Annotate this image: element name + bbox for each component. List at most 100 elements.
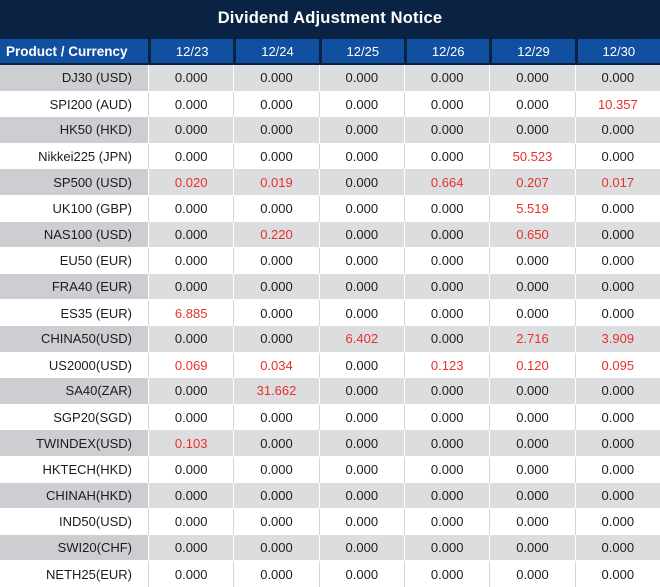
- value-cell: 0.000: [574, 273, 660, 300]
- value-cell: 0.034: [233, 352, 319, 379]
- product-label: HK50 (HKD): [0, 117, 148, 143]
- value-cell: 0.000: [318, 378, 404, 404]
- value-cell: 0.000: [574, 378, 660, 404]
- product-label: CHINA50(USD): [0, 325, 148, 352]
- value-cell: 0.000: [404, 143, 490, 170]
- value-cell: 0.000: [574, 456, 660, 483]
- product-label: SA40(ZAR): [0, 378, 148, 404]
- value-cell: 0.650: [489, 221, 575, 248]
- value-cell: 50.523: [489, 143, 575, 170]
- table-row: SGP20(SGD) 0.000 0.000 0.000 0.000 0.000…: [0, 404, 660, 431]
- table-row: IND50(USD) 0.000 0.000 0.000 0.000 0.000…: [0, 509, 660, 535]
- value-cell: 0.000: [404, 325, 490, 352]
- value-cell: 0.000: [318, 509, 404, 535]
- value-cell: 0.000: [489, 273, 575, 300]
- table-row: CHINA50(USD) 0.000 0.000 6.402 0.000 2.7…: [0, 325, 660, 353]
- value-cell: 0.000: [489, 300, 575, 326]
- value-cell: 0.000: [574, 65, 660, 91]
- value-cell: 0.000: [404, 509, 490, 535]
- table-row: FRA40 (EUR) 0.000 0.000 0.000 0.000 0.00…: [0, 273, 660, 301]
- value-cell: 0.000: [489, 509, 575, 535]
- value-cell: 0.000: [404, 248, 490, 274]
- value-cell: 0.000: [318, 221, 404, 248]
- column-header-date-1229: 12/29: [489, 39, 575, 63]
- value-cell: 0.000: [233, 430, 319, 456]
- value-cell: 0.000: [148, 482, 234, 509]
- value-cell: 0.000: [148, 509, 234, 535]
- product-label: SGP20(SGD): [0, 404, 148, 431]
- value-cell: 0.000: [404, 534, 490, 561]
- product-label: SWI20(CHF): [0, 534, 148, 561]
- value-cell: 0.000: [404, 430, 490, 456]
- value-cell: 0.000: [574, 117, 660, 143]
- value-cell: 0.000: [233, 509, 319, 535]
- value-cell: 0.000: [318, 482, 404, 509]
- value-cell: 0.000: [233, 273, 319, 300]
- product-label: FRA40 (EUR): [0, 273, 148, 300]
- value-cell: 0.000: [233, 248, 319, 274]
- product-label: ES35 (EUR): [0, 300, 148, 326]
- product-label: EU50 (EUR): [0, 248, 148, 274]
- value-cell: 0.207: [489, 169, 575, 195]
- product-label: Nikkei225 (JPN): [0, 143, 148, 170]
- table-row: DJ30 (USD) 0.000 0.000 0.000 0.000 0.000…: [0, 65, 660, 92]
- value-cell: 0.000: [489, 456, 575, 483]
- column-header-date-1230: 12/30: [574, 39, 660, 63]
- value-cell: 0.000: [318, 273, 404, 300]
- product-label: SP500 (USD): [0, 169, 148, 195]
- table-header-row: Product / Currency 12/23 12/24 12/25 12/…: [0, 36, 660, 65]
- value-cell: 0.000: [148, 325, 234, 352]
- value-cell: 0.000: [404, 482, 490, 509]
- value-cell: 0.000: [574, 509, 660, 535]
- product-label: NAS100 (USD): [0, 221, 148, 248]
- value-cell: 0.000: [233, 300, 319, 326]
- table-row: HK50 (HKD) 0.000 0.000 0.000 0.000 0.000…: [0, 117, 660, 144]
- column-header-product-currency: Product / Currency: [0, 39, 148, 63]
- value-cell: 0.000: [318, 143, 404, 170]
- table-row: SP500 (USD) 0.020 0.019 0.000 0.664 0.20…: [0, 169, 660, 196]
- value-cell: 2.716: [489, 325, 575, 352]
- value-cell: 0.000: [574, 534, 660, 561]
- value-cell: 0.000: [148, 248, 234, 274]
- table-row: HKTECH(HKD) 0.000 0.000 0.000 0.000 0.00…: [0, 456, 660, 483]
- value-cell: 0.000: [148, 91, 234, 118]
- column-header-date-1223: 12/23: [148, 39, 234, 63]
- value-cell: 0.000: [148, 65, 234, 91]
- value-cell: 0.000: [404, 65, 490, 91]
- value-cell: 0.000: [233, 65, 319, 91]
- value-cell: 0.000: [233, 117, 319, 143]
- value-cell: 0.664: [404, 169, 490, 195]
- table-row: SPI200 (AUD) 0.000 0.000 0.000 0.000 0.0…: [0, 91, 660, 118]
- table-row: Nikkei225 (JPN) 0.000 0.000 0.000 0.000 …: [0, 143, 660, 170]
- page-title: Dividend Adjustment Notice: [0, 0, 660, 36]
- value-cell: 0.000: [233, 456, 319, 483]
- product-label: US2000(USD): [0, 352, 148, 379]
- value-cell: 0.000: [148, 561, 234, 587]
- value-cell: 0.000: [318, 404, 404, 431]
- product-label: TWINDEX(USD): [0, 430, 148, 456]
- value-cell: 0.000: [148, 195, 234, 222]
- value-cell: 0.000: [489, 534, 575, 561]
- value-cell: 0.000: [148, 404, 234, 431]
- value-cell: 0.000: [318, 65, 404, 91]
- value-cell: 0.000: [148, 117, 234, 143]
- column-header-date-1226: 12/26: [404, 39, 490, 63]
- value-cell: 0.000: [574, 430, 660, 456]
- table-row: SA40(ZAR) 0.000 31.662 0.000 0.000 0.000…: [0, 378, 660, 405]
- product-label: UK100 (GBP): [0, 195, 148, 222]
- value-cell: 0.020: [148, 169, 234, 195]
- table-row: CHINAH(HKD) 0.000 0.000 0.000 0.000 0.00…: [0, 482, 660, 510]
- value-cell: 0.000: [318, 456, 404, 483]
- table-row: ES35 (EUR) 6.885 0.000 0.000 0.000 0.000…: [0, 300, 660, 326]
- value-cell: 0.000: [574, 404, 660, 431]
- value-cell: 0.220: [233, 221, 319, 248]
- value-cell: 0.000: [148, 273, 234, 300]
- value-cell: 0.000: [489, 91, 575, 118]
- value-cell: 0.103: [148, 430, 234, 456]
- value-cell: 0.000: [318, 430, 404, 456]
- product-label: CHINAH(HKD): [0, 482, 148, 509]
- value-cell: 0.000: [318, 117, 404, 143]
- value-cell: 0.000: [489, 561, 575, 587]
- value-cell: 0.000: [318, 352, 404, 379]
- table-row: EU50 (EUR) 0.000 0.000 0.000 0.000 0.000…: [0, 248, 660, 274]
